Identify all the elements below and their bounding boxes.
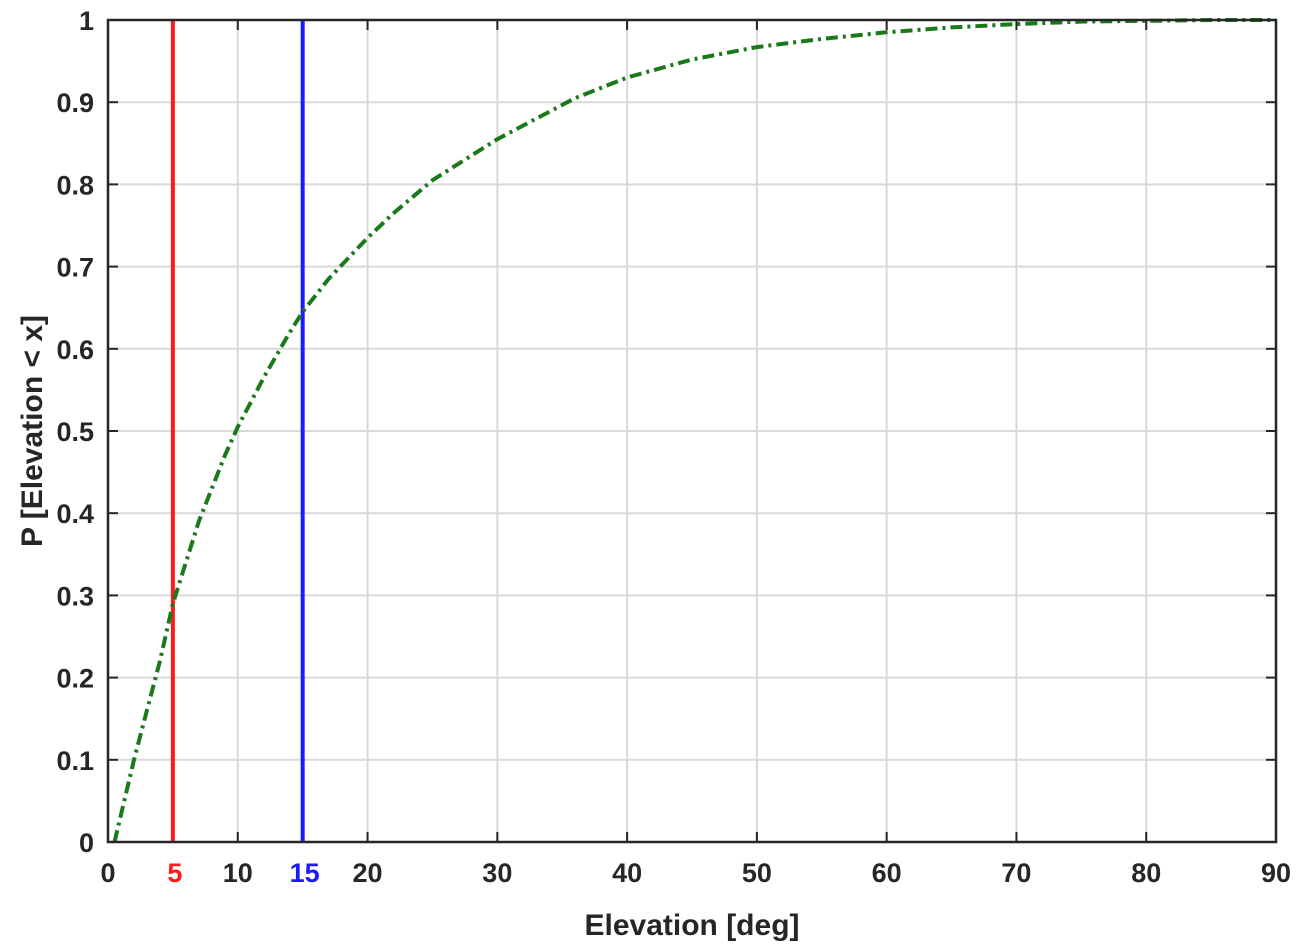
reference-line-label-15: 15 — [290, 858, 320, 888]
y-tick-label: 0.2 — [56, 664, 94, 694]
y-tick-label: 0.8 — [56, 170, 94, 200]
y-tick-label: 0.9 — [56, 88, 94, 118]
x-tick-label: 90 — [1261, 858, 1291, 888]
y-tick-label: 0.1 — [56, 746, 94, 776]
x-tick-label: 70 — [1001, 858, 1031, 888]
x-tick-label: 0 — [100, 858, 115, 888]
x-tick-label: 20 — [353, 858, 383, 888]
x-tick-labels: 0 10 20 30 40 50 60 70 80 90 — [100, 858, 1291, 888]
x-tick-label: 40 — [612, 858, 642, 888]
y-axis-label: P [Elevation < x] — [16, 315, 49, 547]
reference-line-label-5: 5 — [167, 858, 182, 888]
y-tick-label: 0 — [79, 828, 94, 858]
y-tick-label: 0.7 — [56, 253, 94, 283]
x-tick-label: 10 — [223, 858, 253, 888]
reference-lines — [170, 20, 305, 842]
x-axis-label: Elevation [deg] — [584, 909, 799, 942]
y-tick-label: 0.6 — [56, 335, 94, 365]
x-tick-label: 50 — [742, 858, 772, 888]
x-tick-label: 60 — [872, 858, 902, 888]
cdf-line — [112, 18, 1276, 843]
y-tick-label: 0.5 — [56, 417, 94, 447]
ticks — [107, 19, 1277, 843]
reference-line-labels: 5 15 — [167, 858, 319, 888]
series-group — [112, 18, 1277, 843]
x-tick-label: 80 — [1131, 858, 1161, 888]
y-tick-label: 0.4 — [56, 499, 94, 529]
x-tick-label: 30 — [482, 858, 512, 888]
y-tick-label: 1 — [79, 6, 94, 36]
y-tick-label: 0.3 — [56, 581, 94, 611]
y-tick-labels: 0 0.1 0.2 0.3 0.4 0.5 0.6 0.7 0.8 0.9 1 — [56, 6, 94, 858]
